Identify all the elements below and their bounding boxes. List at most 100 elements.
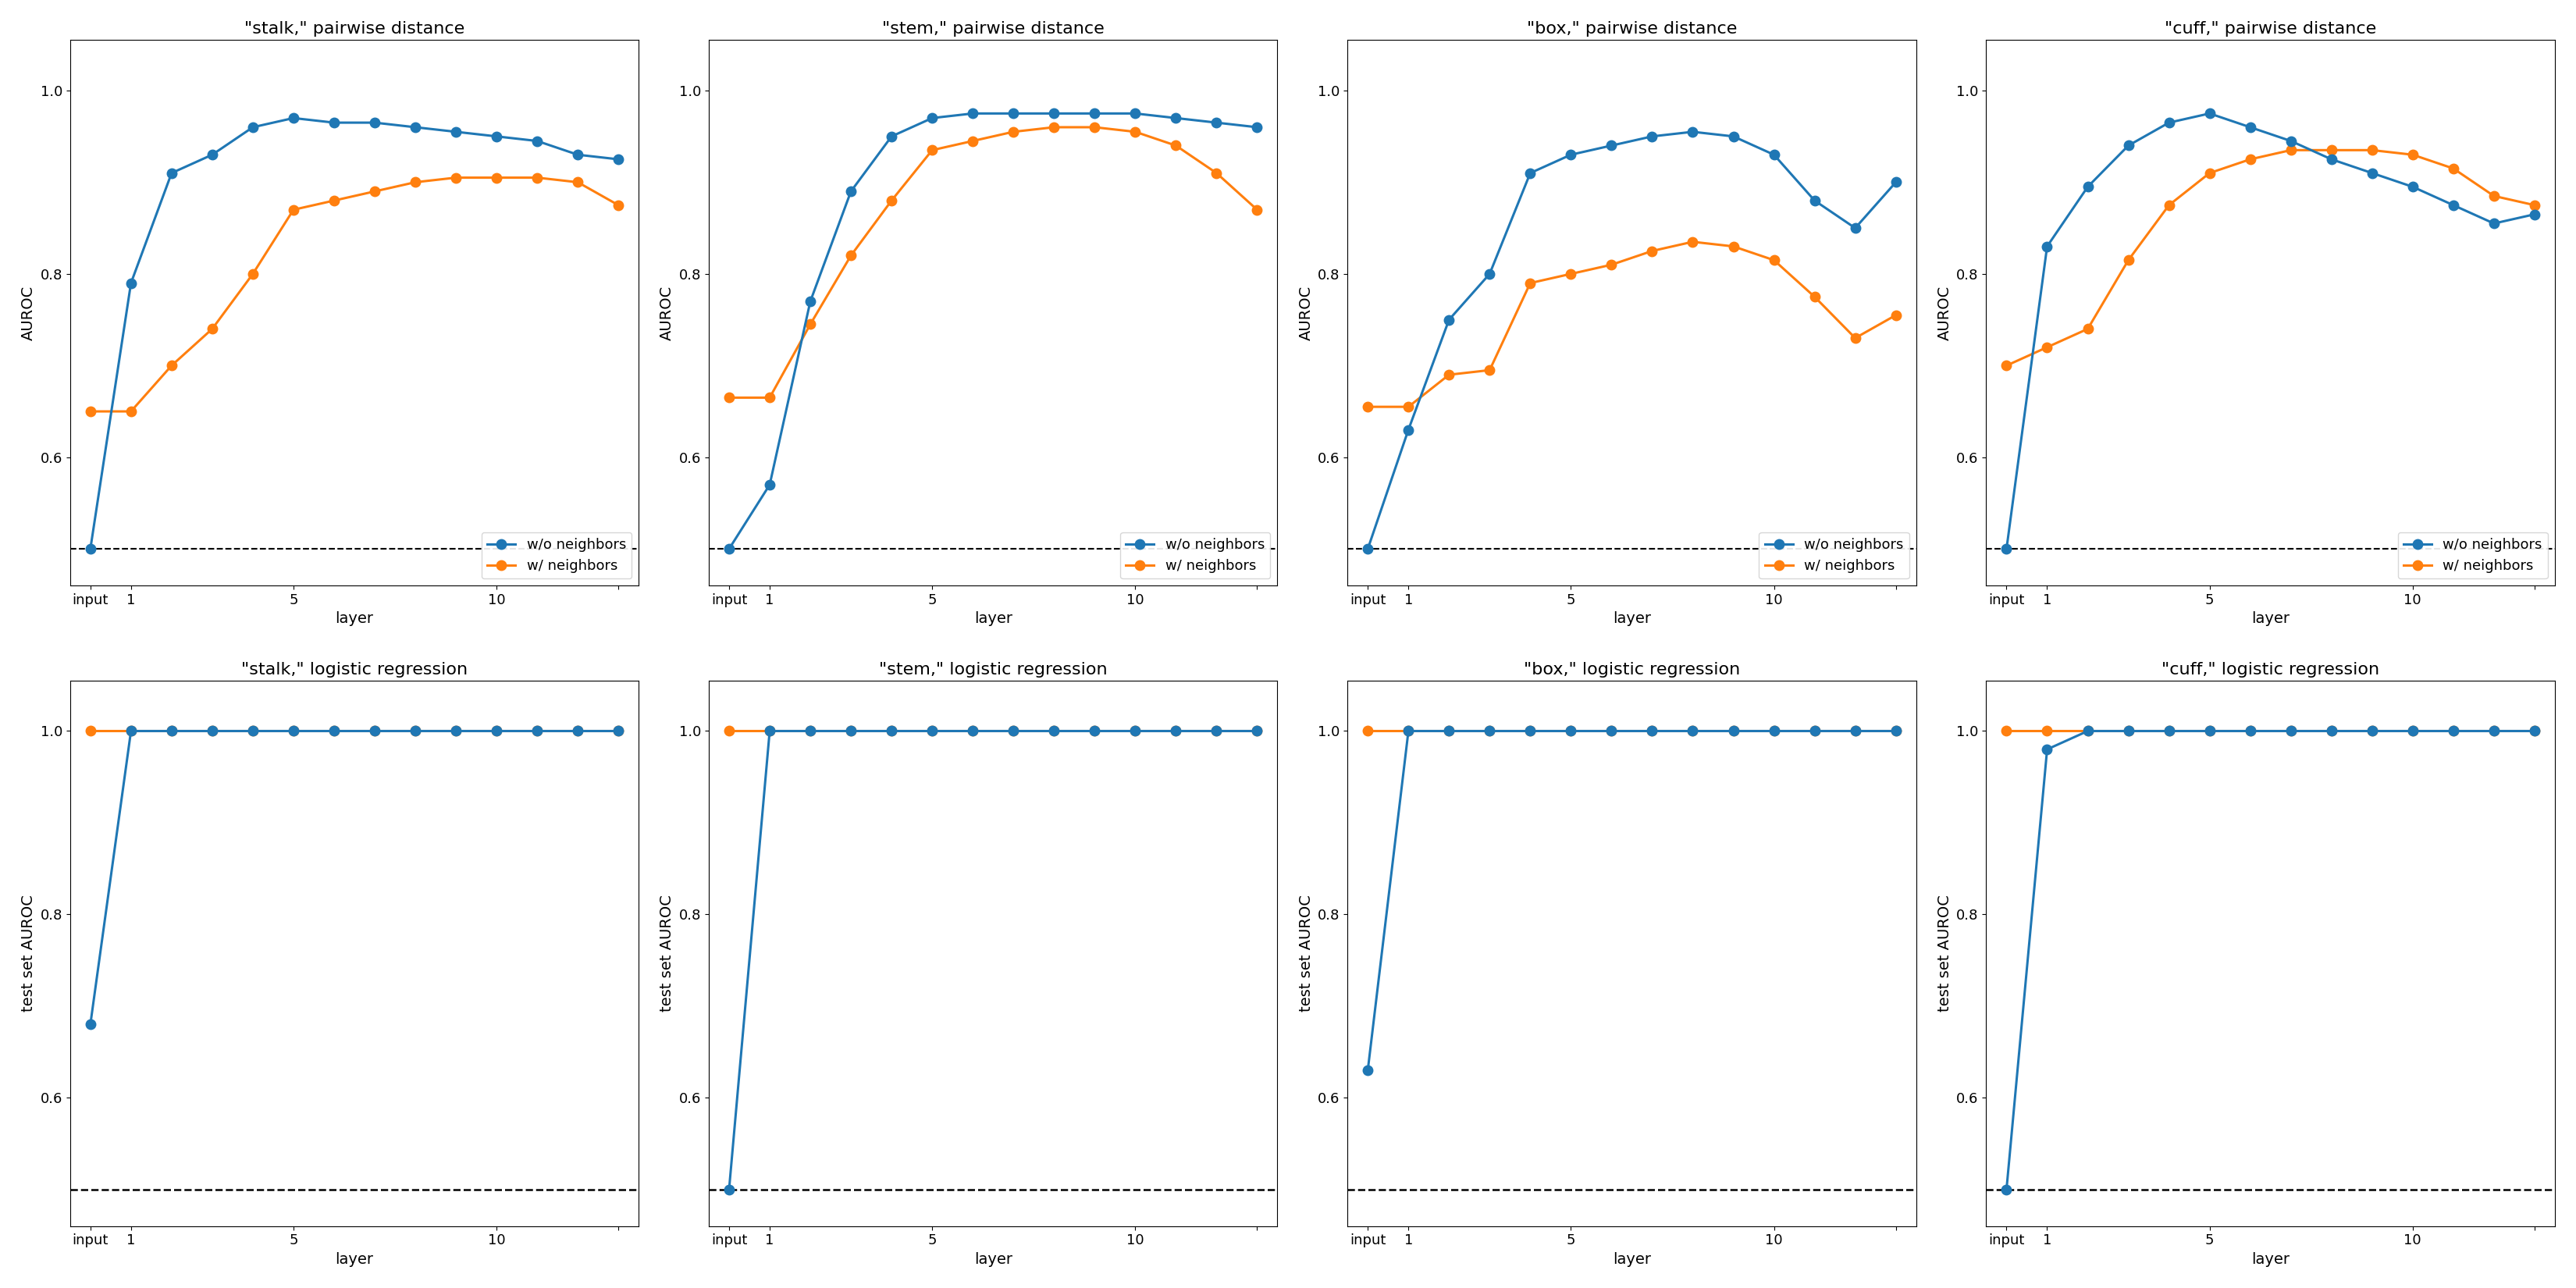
w/o neighbors	[1121, 106, 1151, 121]
Title: "stem," pairwise distance: "stem," pairwise distance	[881, 21, 1105, 37]
w/o neighbors	[2071, 179, 2102, 194]
w/ neighbors	[237, 267, 268, 282]
w/ neighbors	[116, 403, 147, 419]
w/o neighbors	[2275, 133, 2306, 148]
Legend: w/o neighbors, w/ neighbors: w/o neighbors, w/ neighbors	[2398, 532, 2548, 578]
w/o neighbors	[1079, 106, 1110, 121]
w/ neighbors	[1636, 243, 1667, 259]
w/o neighbors	[917, 111, 948, 126]
w/ neighbors	[1394, 399, 1425, 415]
X-axis label: layer: layer	[2251, 612, 2290, 626]
w/ neighbors	[1159, 138, 1190, 153]
w/ neighbors	[2398, 147, 2429, 162]
w/o neighbors	[1159, 111, 1190, 126]
w/ neighbors	[2316, 143, 2347, 158]
w/ neighbors	[196, 321, 227, 336]
Legend: w/o neighbors, w/ neighbors: w/o neighbors, w/ neighbors	[1759, 532, 1909, 578]
w/o neighbors	[603, 152, 634, 167]
w/o neighbors	[835, 184, 866, 200]
w/o neighbors	[1839, 220, 1870, 236]
w/o neighbors	[1556, 147, 1587, 162]
w/o neighbors	[876, 129, 907, 144]
w/ neighbors	[2195, 165, 2226, 180]
w/o neighbors	[562, 147, 592, 162]
w/ neighbors	[523, 170, 554, 185]
w/o neighbors	[1636, 129, 1667, 144]
w/o neighbors	[75, 541, 106, 556]
w/ neighbors	[562, 174, 592, 189]
w/o neighbors	[2032, 238, 2063, 254]
Y-axis label: test set AUROC: test set AUROC	[21, 895, 36, 1012]
w/o neighbors	[1352, 541, 1383, 556]
w/ neighbors	[1242, 202, 1273, 218]
w/o neighbors	[1242, 120, 1273, 135]
w/o neighbors	[755, 477, 786, 492]
w/ neighbors	[2275, 143, 2306, 158]
w/ neighbors	[2112, 252, 2143, 268]
w/ neighbors	[1991, 358, 2022, 374]
w/ neighbors	[278, 202, 309, 218]
w/ neighbors	[2437, 161, 2468, 176]
X-axis label: layer: layer	[1613, 612, 1651, 626]
w/o neighbors	[1473, 267, 1504, 282]
w/o neighbors	[482, 129, 513, 144]
w/o neighbors	[2478, 216, 2509, 232]
w/o neighbors	[1394, 422, 1425, 438]
w/ neighbors	[714, 390, 744, 406]
Title: "cuff," pairwise distance: "cuff," pairwise distance	[2164, 21, 2378, 37]
w/o neighbors	[2236, 120, 2267, 135]
Y-axis label: AUROC: AUROC	[659, 286, 675, 340]
X-axis label: layer: layer	[2251, 1252, 2290, 1267]
w/o neighbors	[1677, 124, 1708, 139]
w/o neighbors	[440, 124, 471, 139]
Y-axis label: test set AUROC: test set AUROC	[1937, 895, 1953, 1012]
w/o neighbors	[2154, 115, 2184, 130]
w/ neighbors	[2519, 197, 2550, 213]
w/o neighbors	[1038, 106, 1069, 121]
w/o neighbors	[157, 165, 188, 180]
w/ neighbors	[2071, 321, 2102, 336]
w/ neighbors	[2236, 152, 2267, 167]
w/o neighbors	[2195, 106, 2226, 121]
X-axis label: layer: layer	[974, 1252, 1012, 1267]
w/ neighbors	[1038, 120, 1069, 135]
w/ neighbors	[796, 317, 827, 332]
w/ neighbors	[603, 197, 634, 213]
Y-axis label: AUROC: AUROC	[21, 286, 36, 340]
w/ neighbors	[1515, 276, 1546, 291]
w/o neighbors	[997, 106, 1028, 121]
w/o neighbors	[237, 120, 268, 135]
Y-axis label: AUROC: AUROC	[1937, 286, 1953, 340]
w/ neighbors	[1352, 399, 1383, 415]
w/ neighbors	[75, 403, 106, 419]
w/ neighbors	[440, 170, 471, 185]
w/o neighbors	[1200, 115, 1231, 130]
Title: "stalk," pairwise distance: "stalk," pairwise distance	[245, 21, 464, 37]
w/ neighbors	[1798, 289, 1829, 304]
w/ neighbors	[2032, 340, 2063, 355]
w/o neighbors	[319, 115, 350, 130]
w/ neighbors	[1079, 120, 1110, 135]
w/o neighbors	[2316, 152, 2347, 167]
w/ neighbors	[1435, 367, 1466, 383]
w/ neighbors	[876, 193, 907, 209]
Line: w/ neighbors: w/ neighbors	[1363, 237, 1901, 412]
Y-axis label: test set AUROC: test set AUROC	[1298, 895, 1314, 1012]
w/o neighbors	[1597, 138, 1628, 153]
w/ neighbors	[358, 184, 389, 200]
w/ neighbors	[1121, 124, 1151, 139]
w/o neighbors	[1435, 312, 1466, 327]
Line: w/o neighbors: w/o neighbors	[85, 113, 623, 554]
w/ neighbors	[958, 133, 989, 148]
w/o neighbors	[958, 106, 989, 121]
w/ neighbors	[1839, 330, 1870, 345]
Legend: w/o neighbors, w/ neighbors: w/o neighbors, w/ neighbors	[1121, 532, 1270, 578]
w/o neighbors	[796, 294, 827, 309]
w/o neighbors	[2437, 197, 2468, 213]
Y-axis label: AUROC: AUROC	[1298, 286, 1314, 340]
Line: w/ neighbors: w/ neighbors	[2002, 146, 2540, 371]
w/ neighbors	[157, 358, 188, 374]
w/ neighbors	[1200, 165, 1231, 180]
w/o neighbors	[196, 147, 227, 162]
Title: "stem," logistic regression: "stem," logistic regression	[878, 662, 1108, 677]
